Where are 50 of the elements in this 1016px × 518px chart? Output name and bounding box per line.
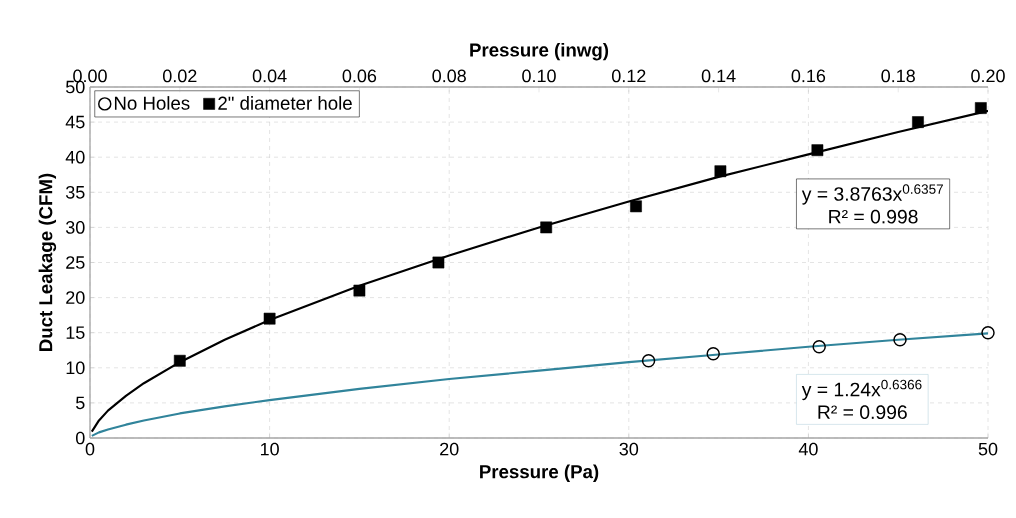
x2-tick-label: 0.12 (612, 69, 646, 83)
y-tick-label: 15 (66, 326, 85, 339)
point (263, 312, 276, 325)
x-tick-label: 10 (260, 442, 279, 456)
point (974, 102, 987, 114)
annotation: R² = 0.998 (829, 209, 918, 224)
point (912, 116, 924, 128)
point (353, 284, 366, 297)
y-tick-label: 40 (65, 150, 85, 164)
y-tick-label: 5 (75, 396, 85, 410)
x2-tick-label: 0.16 (791, 69, 826, 83)
x-tick-label: 0 (85, 442, 95, 456)
x2-tick-label: 0.10 (522, 69, 556, 83)
point (630, 200, 642, 213)
annotation: y = 1.24x$^{0.6366}$ (801, 379, 922, 401)
point (893, 332, 907, 347)
y-axis-title: Duct Leakage (CFM) (38, 173, 57, 351)
point (981, 325, 995, 340)
x2-tick-label: 0.04 (252, 69, 287, 83)
x-tick-label: 40 (798, 442, 818, 456)
legend-label: No Holes (114, 96, 190, 110)
x2-axis-title: Pressure (inwg) (470, 42, 609, 61)
x-axis-title: Pressure (Pa) (480, 464, 599, 482)
point (540, 221, 553, 234)
y-tick-label: 20 (66, 291, 85, 304)
point (432, 256, 445, 269)
x-tick-label: 50 (978, 442, 998, 456)
y-tick-label: 10 (66, 361, 85, 375)
x2-tick-label: 0.08 (432, 69, 466, 83)
annotation: y = 3.8763x$^{0.6357}$ (801, 184, 943, 205)
y-tick-label: 0 (75, 431, 85, 445)
point (811, 144, 824, 157)
x2-tick-label: 0.06 (342, 69, 377, 83)
legend-label: 2" diameter hole (218, 96, 352, 110)
x2-tick-label: 0.02 (163, 69, 197, 83)
x-tick-label: 30 (619, 442, 639, 456)
point (812, 340, 826, 354)
point (173, 354, 186, 367)
x2-tick-label: 0.20 (971, 69, 1005, 83)
point (641, 354, 656, 368)
annotation: R² = 0.996 (818, 405, 907, 420)
x-tick-label: 20 (440, 442, 459, 456)
point (714, 165, 727, 178)
y-tick-label: 30 (65, 221, 85, 234)
y-tick-label: 45 (65, 115, 85, 129)
point (706, 347, 720, 361)
x2-tick-label: 0.18 (881, 69, 915, 83)
x2-tick-label: 0.14 (701, 69, 736, 83)
y-tick-label: 25 (66, 256, 85, 269)
y-tick-label: 35 (65, 185, 85, 199)
